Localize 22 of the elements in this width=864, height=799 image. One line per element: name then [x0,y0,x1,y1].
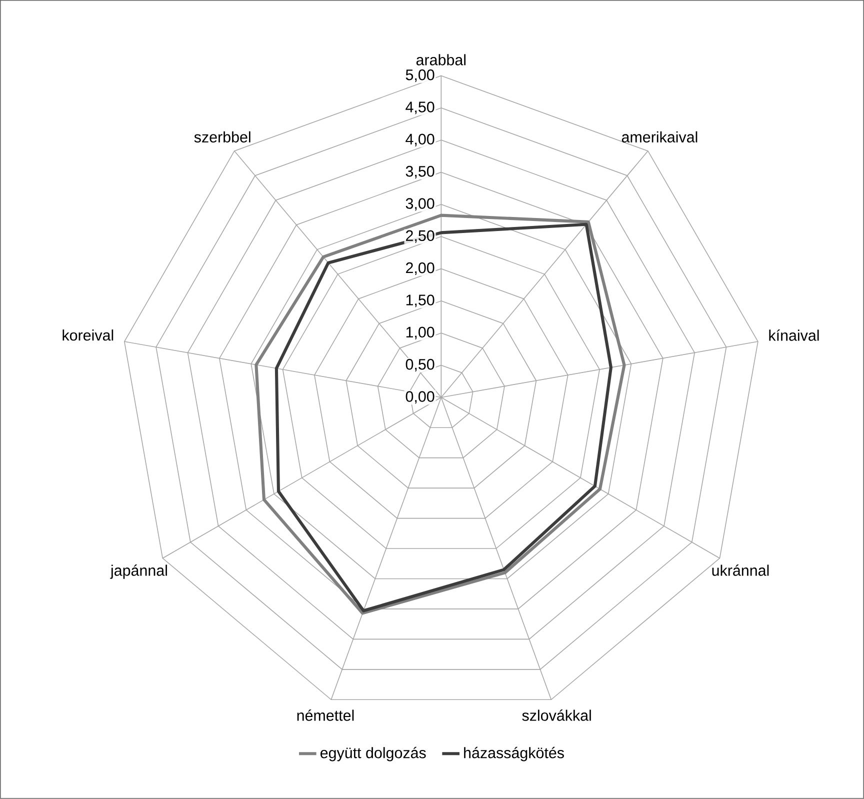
y-tick-label: 1,50 [406,294,434,308]
spoke-label: ukránnal [712,564,769,576]
spoke-label: kínaival [769,330,819,341]
y-tick-label: 2,50 [406,230,434,243]
spoke-label: arabbal [416,54,466,66]
y-tick-label: 0,50 [406,359,434,372]
y-tick-label: 0,00 [406,391,434,404]
legend-label: együtt dolgozás [320,746,426,762]
y-tick-label: 3,50 [406,166,434,179]
y-tick-label: 2,00 [406,262,434,276]
spoke-label: szlovákkal [522,710,591,721]
y-tick-label: 1,00 [406,326,434,340]
spoke-label: koreival [62,330,114,341]
legend-label: házasságkötés [464,746,564,762]
y-tick-label: 3,00 [406,198,434,211]
y-tick-label: 5,00 [406,70,434,82]
spoke-label: japánnal [110,564,167,579]
spoke-label: amerikaival [622,131,698,143]
spoke-label: szerbbel [194,131,250,143]
y-tick-label: 4,50 [406,102,434,114]
y-tick-label: 4,00 [406,134,434,146]
spoke-label: némettel [297,710,354,721]
